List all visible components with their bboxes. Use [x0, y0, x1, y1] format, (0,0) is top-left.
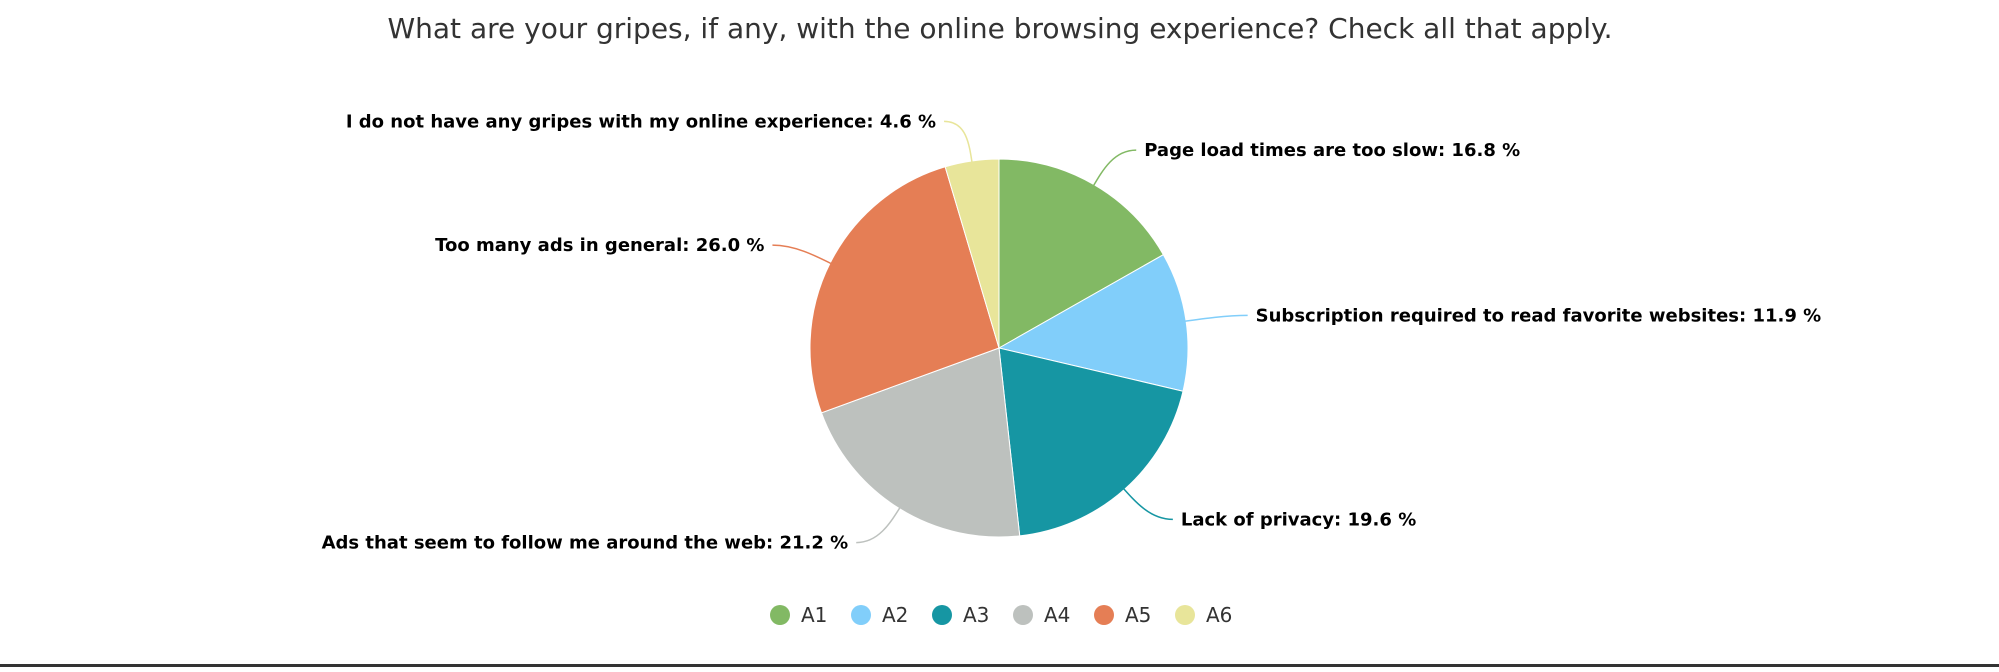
connector-a4 [856, 504, 903, 544]
data-label-a3: Lack of privacy: 19.6 % [1181, 509, 1416, 530]
legend-item-a2[interactable]: A2 [851, 603, 908, 627]
legend-label-a1: A1 [801, 603, 827, 627]
legend-item-a3[interactable]: A3 [932, 603, 989, 627]
pie-slices [809, 158, 1189, 538]
connector-a5 [772, 244, 835, 266]
legend-label-a6: A6 [1206, 603, 1232, 627]
legend-marker-a2 [851, 605, 871, 625]
connector-a1 [1091, 149, 1137, 189]
data-label-a5: Too many ads in general: 26.0 % [435, 235, 764, 256]
legend-marker-a1 [770, 605, 790, 625]
data-label-a6: I do not have any gripes with my online … [346, 111, 936, 132]
data-label-a2: Subscription required to read favorite w… [1256, 305, 1822, 326]
connector-a6 [944, 120, 974, 166]
legend-item-a5[interactable]: A5 [1094, 603, 1151, 627]
bottom-border [0, 664, 1999, 667]
chart-title: What are your gripes, if any, with the o… [387, 12, 1612, 45]
legend: A1 A2 A3 A4 A5 A6 [770, 603, 1232, 627]
legend-label-a3: A3 [963, 603, 989, 627]
legend-marker-a5 [1094, 605, 1114, 625]
legend-marker-a6 [1175, 605, 1195, 625]
legend-item-a6[interactable]: A6 [1175, 603, 1232, 627]
connector-a3 [1121, 485, 1173, 521]
legend-label-a2: A2 [882, 603, 908, 627]
legend-item-a1[interactable]: A1 [770, 603, 827, 627]
data-label-a1: Page load times are too slow: 16.8 % [1144, 140, 1520, 161]
legend-marker-a4 [1013, 605, 1033, 625]
legend-label-a4: A4 [1044, 603, 1070, 627]
legend-item-a4[interactable]: A4 [1013, 603, 1070, 627]
legend-marker-a3 [932, 605, 952, 625]
label-connectors [772, 120, 1248, 544]
connector-a2 [1182, 314, 1248, 323]
data-label-a4: Ads that seem to follow me around the we… [322, 533, 849, 554]
data-labels: Page load times are too slow: 16.8 % Subs… [322, 111, 1822, 553]
legend-label-a5: A5 [1125, 603, 1151, 627]
